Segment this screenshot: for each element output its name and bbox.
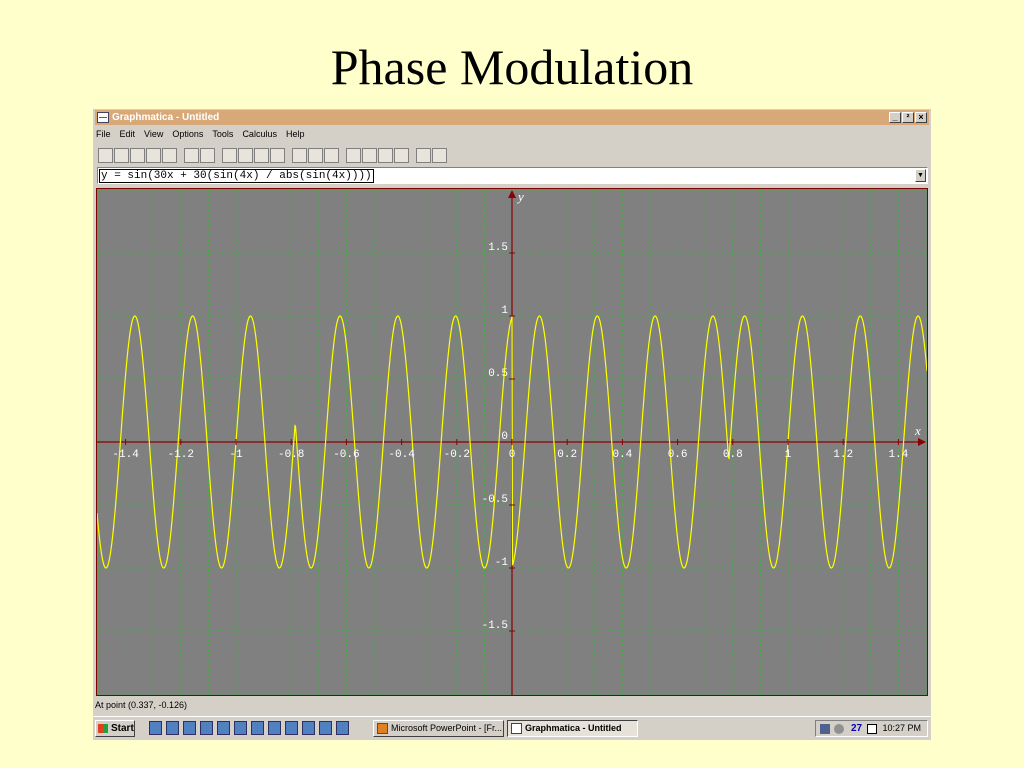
app-icon-8[interactable] <box>319 721 332 735</box>
outlook-icon[interactable] <box>183 721 196 735</box>
task-graphmatica-label: Graphmatica - Untitled <box>525 723 622 733</box>
start-button[interactable]: Start <box>95 720 135 737</box>
menu-help[interactable]: Help <box>285 129 305 139</box>
y-tick-label: -1.5 <box>482 620 508 632</box>
desktop-icon[interactable] <box>149 721 162 735</box>
x-tick-label: -1.4 <box>112 449 139 461</box>
copy-icon[interactable] <box>162 147 177 163</box>
system-tray: 27 10:27 PM <box>815 720 928 737</box>
open-folder-icon[interactable] <box>114 147 129 163</box>
status-bar: At point (0.337, -0.126) <box>95 700 188 710</box>
table-icon[interactable] <box>200 147 215 163</box>
x-tick-label: 1.4 <box>888 449 908 461</box>
x-tick-label: -0.8 <box>278 449 304 461</box>
integrate-icon[interactable] <box>394 147 409 163</box>
x-tick-label: 0.4 <box>612 449 632 461</box>
chevron-down-icon[interactable]: ▼ <box>915 169 926 182</box>
app-icon-5[interactable] <box>268 721 281 735</box>
task-graphmatica[interactable]: Graphmatica - Untitled <box>507 720 638 737</box>
new-file-icon[interactable] <box>98 147 113 163</box>
x-tick-label: 0.6 <box>668 449 688 461</box>
windows-logo-icon <box>98 724 108 733</box>
equation-text[interactable]: y = sin(30x + 30(sin(4x) / abs(sin(4x)))… <box>99 169 374 183</box>
word-icon[interactable] <box>200 721 213 735</box>
delete-graph-icon[interactable] <box>270 147 285 163</box>
tangent-icon[interactable] <box>346 147 361 163</box>
maximize-button[interactable]: ² <box>902 112 914 123</box>
task-powerpoint-label: Microsoft PowerPoint - [Fr... <box>391 723 503 733</box>
x-tick-label: -0.4 <box>388 449 415 461</box>
app-icon-6[interactable] <box>285 721 298 735</box>
menu-tools[interactable]: Tools <box>212 129 234 139</box>
window-titlebar[interactable]: Graphmatica - Untitled _ ² × <box>95 110 929 125</box>
folder-icon[interactable] <box>336 721 349 735</box>
clock: 10:27 PM <box>882 723 921 733</box>
grid-icon[interactable] <box>416 147 431 163</box>
menu-calculus[interactable]: Calculus <box>242 129 277 139</box>
derivative-icon[interactable] <box>362 147 377 163</box>
y-tick-label: 0.5 <box>488 368 508 380</box>
y-tick-label: -0.5 <box>482 494 508 506</box>
print-icon[interactable] <box>146 147 161 163</box>
y-axis-arrow <box>508 190 516 198</box>
y-axis-label: y <box>516 189 524 204</box>
y-tick-label: 0 <box>501 431 508 443</box>
tray-badge[interactable]: 27 <box>851 723 863 734</box>
window-title: Graphmatica - Untitled <box>112 112 220 123</box>
minimize-button[interactable]: _ <box>889 112 901 123</box>
graphmatica-window: Graphmatica - Untitled _ ² × File Edit V… <box>93 109 931 740</box>
app-icon-4[interactable] <box>251 721 264 735</box>
plot-svg[interactable]: -1.4 -1.2 -1 -0.8 -0.6 -0.4 -0.2 0 0.2 0.4 0.6 0.8 1… <box>97 189 927 695</box>
menu-view[interactable]: View <box>144 129 164 139</box>
save-icon[interactable] <box>130 147 145 163</box>
x-tick-label: -0.6 <box>333 449 359 461</box>
y-tick-label: 1.5 <box>488 242 508 254</box>
graph-area[interactable]: -1.4 -1.2 -1 -0.8 -0.6 -0.4 -0.2 0 0.2 0.4 0.6 0.8 1… <box>96 188 928 696</box>
menu-bar: File Edit View Options Tools Calculus He… <box>96 126 304 142</box>
data-plot-icon[interactable] <box>432 147 447 163</box>
x-axis-arrow <box>918 438 926 446</box>
x-tick-label: 1 <box>785 449 792 461</box>
slide-title: Phase Modulation <box>330 39 694 95</box>
zoom-fit-icon[interactable] <box>324 147 339 163</box>
powerpoint-icon <box>377 723 388 734</box>
equation-input[interactable]: y = sin(30x + 30(sin(4x) / abs(sin(4x)))… <box>97 167 928 184</box>
menu-edit[interactable]: Edit <box>119 129 136 139</box>
app-icon-3[interactable] <box>234 721 247 735</box>
close-button[interactable]: × <box>915 112 927 123</box>
app-icon-7[interactable] <box>302 721 315 735</box>
graphmatica-icon <box>511 723 522 734</box>
menu-file[interactable]: File <box>96 129 111 139</box>
x-tick-label: 0.8 <box>723 449 743 461</box>
redraw-icon[interactable] <box>222 147 237 163</box>
graph-curve-alt-icon[interactable] <box>254 147 269 163</box>
taskbar: Start Microsoft PowerPoint - [Fr... Grap… <box>93 716 931 740</box>
volume-icon[interactable] <box>834 724 844 734</box>
network-icon[interactable] <box>820 724 830 734</box>
menu-options[interactable]: Options <box>172 129 204 139</box>
x-tick-label: 1.2 <box>833 449 853 461</box>
x-tick-label: -1.2 <box>168 449 194 461</box>
app-icon[interactable] <box>97 112 109 123</box>
integral-curve-icon[interactable] <box>378 147 393 163</box>
x-axis-label: x <box>914 423 921 438</box>
toolbar <box>98 145 448 165</box>
x-tick-label: -1 <box>229 449 243 461</box>
zoom-out-icon[interactable] <box>308 147 323 163</box>
start-label: Start <box>111 723 134 734</box>
hand-cursor-icon[interactable] <box>867 724 877 734</box>
y-tick-label: -1 <box>495 557 509 569</box>
graph-curve-icon[interactable] <box>238 147 253 163</box>
x-tick-label: -0.2 <box>444 449 470 461</box>
task-powerpoint[interactable]: Microsoft PowerPoint - [Fr... <box>373 720 504 737</box>
point-tool-icon[interactable] <box>184 147 199 163</box>
y-tick-label: 1 <box>501 305 508 317</box>
x-tick-label: 0.2 <box>557 449 577 461</box>
zoom-in-icon[interactable] <box>292 147 307 163</box>
x-tick-label: 0 <box>509 449 516 461</box>
browser-icon[interactable] <box>166 721 179 735</box>
app-icon-2[interactable] <box>217 721 230 735</box>
